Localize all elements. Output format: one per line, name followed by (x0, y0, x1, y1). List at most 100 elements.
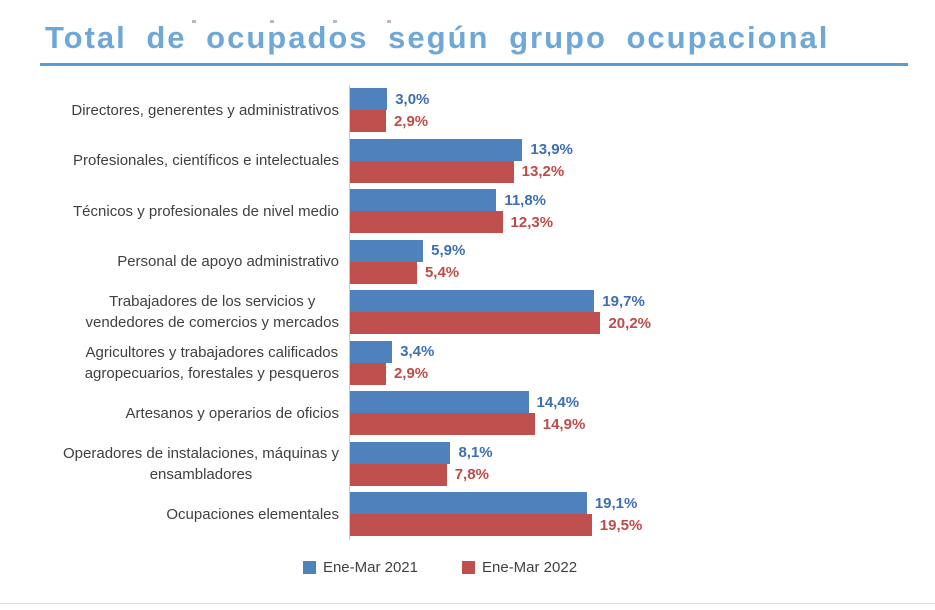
bar-ene-mar-2021 (350, 189, 497, 212)
bar-line: 7,8% (350, 463, 920, 486)
bar-line: 12,3% (350, 211, 920, 234)
bar-ene-mar-2021 (350, 88, 388, 111)
legend-label-2022: Ene-Mar 2022 (482, 558, 578, 576)
cropped-text-remnant (387, 20, 391, 23)
chart-header: Total de ocupados según grupo ocupaciona… (45, 20, 935, 56)
value-label-ene-mar-2021: 8,1% (458, 444, 493, 462)
value-label-ene-mar-2021: 11,8% (504, 191, 547, 209)
bar-line: 19,7% (350, 290, 920, 313)
bar-line: 2,9% (350, 110, 920, 133)
bars-cell: 3,4% 2,9% (349, 337, 920, 388)
bar-ene-mar-2021 (350, 441, 451, 464)
bars-cell: 19,1% 19,5% (349, 489, 920, 540)
bar-ene-mar-2022 (350, 211, 503, 234)
legend-item-2022: Ene-Mar 2022 (462, 559, 577, 576)
bar-line: 13,2% (350, 160, 920, 183)
cropped-text-remnant (192, 20, 196, 23)
bar-line: 8,1% (350, 441, 920, 464)
bars-cell: 19,7% 20,2% (349, 287, 920, 338)
bar-line: 20,2% (350, 312, 920, 335)
legend-swatch-2022 (462, 560, 475, 574)
bars-cell: 8,1% 7,8% (349, 438, 920, 489)
chart-row: Ocupaciones elementales 19,1% 19,5% (40, 489, 920, 540)
category-label: Técnicos y profesionales de nivel medio (73, 202, 339, 220)
chart-row: Profesionales, científicos e intelectual… (40, 135, 920, 186)
category-label-cell: Artesanos y operarios de oficios (40, 403, 349, 424)
value-label-ene-mar-2022: 13,2% (521, 163, 565, 181)
bars-cell: 11,8% 12,3% (349, 186, 920, 237)
bar-ene-mar-2021 (350, 492, 587, 515)
bar-line: 2,9% (350, 362, 920, 385)
value-label-ene-mar-2022: 12,3% (510, 213, 554, 231)
value-label-ene-mar-2021: 13,9% (530, 141, 573, 159)
category-label-cell: Operadores de instalaciones, máquinas y … (40, 443, 349, 485)
value-label-ene-mar-2022: 5,4% (424, 264, 460, 282)
value-label-ene-mar-2021: 19,7% (602, 292, 645, 310)
bar-ene-mar-2022 (350, 160, 514, 183)
category-label: Profesionales, científicos e intelectual… (73, 152, 339, 170)
value-label-ene-mar-2022: 2,9% (393, 112, 429, 130)
chart-legend: Ene-Mar 2021 Ene-Mar 2022 (0, 559, 880, 576)
bar-ene-mar-2022 (350, 362, 386, 385)
category-label: Ocupaciones elementales (166, 505, 339, 523)
bar-ene-mar-2021 (350, 239, 424, 262)
bar-ene-mar-2021 (350, 290, 595, 313)
bar-ene-mar-2022 (350, 463, 447, 486)
bars-cell: 3,0% 2,9% (349, 85, 920, 136)
category-label: Operadores de instalaciones, máquinas y … (63, 444, 339, 483)
chart-row: Técnicos y profesionales de nivel medio 1… (40, 186, 920, 237)
bar-ene-mar-2021 (350, 138, 523, 161)
category-label-cell: Profesionales, científicos e intelectual… (40, 150, 349, 171)
bar-line: 19,5% (350, 514, 920, 537)
bar-line: 14,4% (350, 391, 920, 414)
value-label-ene-mar-2021: 19,1% (594, 494, 638, 512)
category-label-cell: Técnicos y profesionales de nivel medio (40, 201, 349, 222)
page-title: Total de ocupados según grupo ocupaciona… (45, 20, 830, 55)
value-label-ene-mar-2021: 3,4% (400, 343, 435, 361)
chart-row: Operadores de instalaciones, máquinas y … (40, 438, 920, 489)
bar-line: 19,1% (350, 492, 920, 515)
value-label-ene-mar-2022: 20,2% (608, 314, 652, 332)
bar-line: 5,4% (350, 261, 920, 284)
cropped-text-remnant (333, 20, 337, 23)
category-label-cell: Personal de apoyo administrativo (40, 251, 349, 272)
value-label-ene-mar-2021: 5,9% (431, 242, 466, 260)
bar-ene-mar-2022 (350, 312, 601, 335)
category-label: Personal de apoyo administrativo (117, 253, 339, 271)
category-label-cell: Trabajadores de los servicios y vendedor… (40, 291, 349, 333)
bars-cell: 13,9% 13,2% (349, 135, 920, 186)
bar-ene-mar-2021 (350, 340, 393, 363)
category-label-cell: Directores, generentes y administrativos (40, 100, 349, 121)
bar-ene-mar-2022 (350, 110, 386, 133)
chart-row: Artesanos y operarios de oficios 14,4% 14,… (40, 388, 920, 439)
value-label-ene-mar-2022: 7,8% (454, 466, 489, 484)
chart-row: Trabajadores de los servicios y vendedor… (40, 287, 920, 338)
category-label: Artesanos y operarios de oficios (125, 404, 339, 422)
value-label-ene-mar-2022: 19,5% (599, 516, 643, 534)
legend-label-2021: Ene-Mar 2021 (322, 558, 418, 576)
legend-swatch-2021 (302, 560, 316, 574)
chart-row: Directores, generentes y administrativos… (40, 85, 920, 136)
bar-line: 13,9% (350, 138, 920, 161)
bar-line: 3,0% (350, 88, 920, 111)
bar-ene-mar-2022 (350, 261, 417, 284)
chart-row: Personal de apoyo administrativo 5,9% 5,4% (40, 236, 920, 287)
value-label-ene-mar-2021: 3,0% (395, 90, 430, 108)
bar-ene-mar-2022 (350, 514, 592, 537)
bottom-divider (0, 603, 935, 604)
cropped-text-remnant (270, 20, 274, 23)
bar-ene-mar-2022 (350, 413, 535, 436)
bar-line: 3,4% (350, 340, 920, 363)
bars-cell: 14,4% 14,9% (349, 388, 920, 439)
category-label: Agricultores y trabajadores calificados … (84, 343, 339, 382)
category-label: Trabajadores de los servicios y vendedor… (85, 293, 339, 332)
bar-chart: Directores, generentes y administrativos… (40, 85, 920, 540)
value-label-ene-mar-2022: 2,9% (393, 365, 429, 383)
bars-cell: 5,9% 5,4% (349, 236, 920, 287)
value-label-ene-mar-2021: 14,4% (536, 393, 580, 411)
category-label-cell: Ocupaciones elementales (40, 504, 349, 525)
bar-line: 5,9% (350, 239, 920, 262)
bar-ene-mar-2021 (350, 391, 529, 414)
bar-line: 11,8% (350, 189, 920, 212)
chart-row: Agricultores y trabajadores calificados … (40, 337, 920, 388)
